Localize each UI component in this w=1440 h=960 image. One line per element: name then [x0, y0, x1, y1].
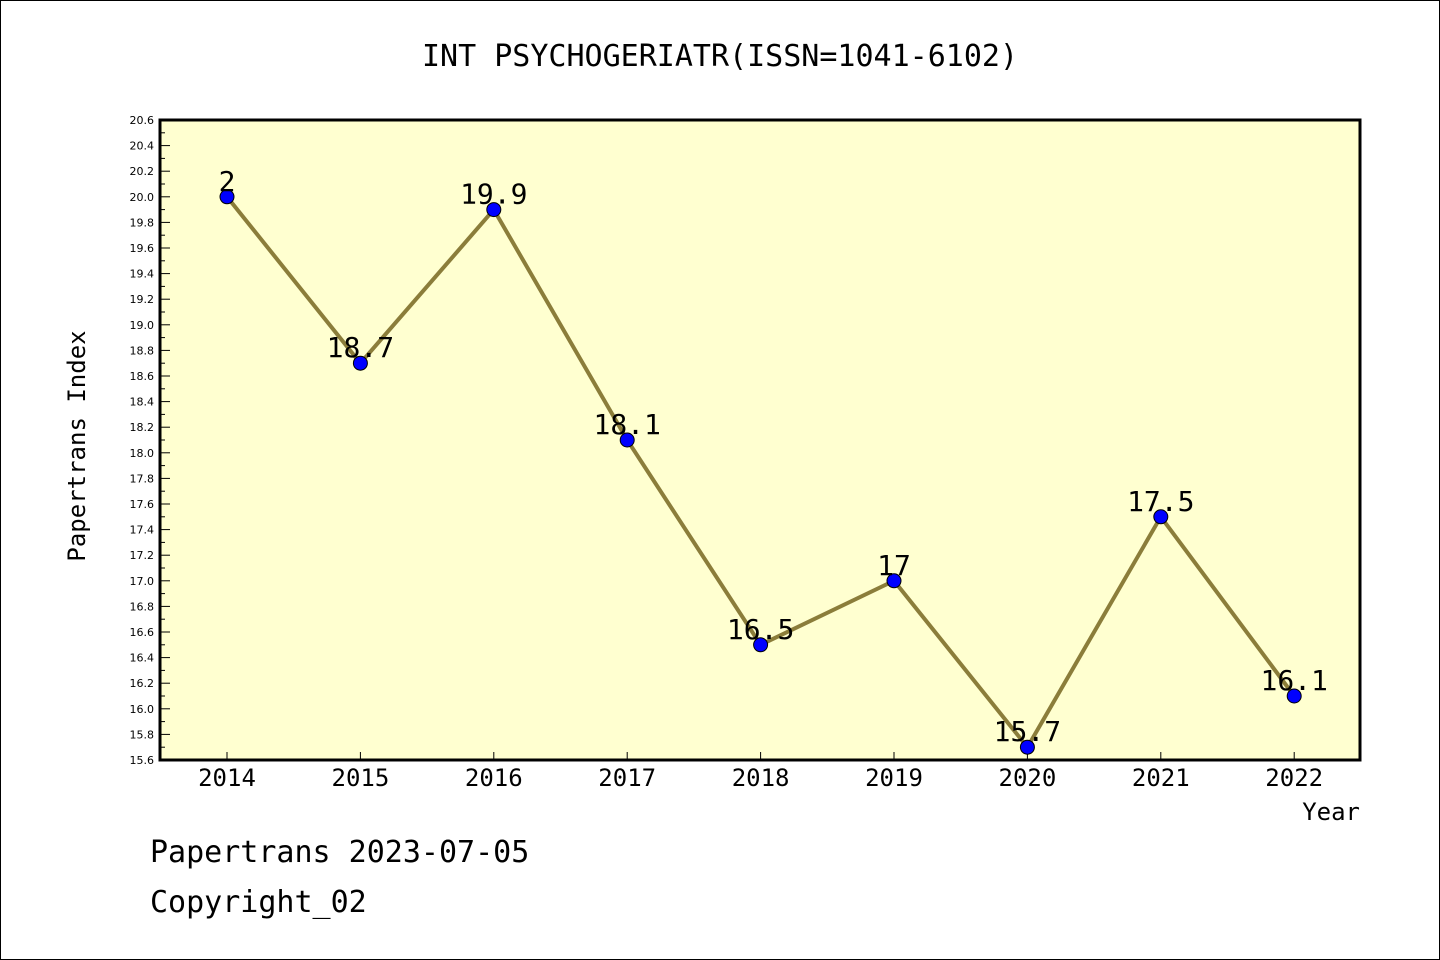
y-tick-label: 18.2	[130, 421, 155, 434]
y-tick-label: 16.4	[130, 652, 155, 665]
data-point-marker	[486, 202, 502, 218]
x-tick-label: 2020	[999, 764, 1057, 792]
x-axis: 2014 2015 2016 2017 2018 2019 2020 2021 2022	[198, 752, 1323, 792]
footer-date: Papertrans 2023-07-05	[150, 835, 530, 870]
x-tick-label: 2016	[465, 764, 523, 792]
plot-area	[158, 118, 1362, 762]
y-axis-label: Papertrans Index	[63, 330, 91, 561]
y-tick-label: 20.2	[130, 165, 155, 178]
y-axis: 15.6 15.8 16.0 16.2 16.4 16.6 16.8 17.0 17.2 17.4…	[130, 114, 170, 767]
y-tick-label: 15.6	[130, 754, 155, 767]
y-tick-label: 17.2	[130, 549, 155, 562]
footer-copyright: Copyright_02	[150, 885, 367, 920]
data-label: 17.5	[1127, 485, 1194, 518]
x-tick-label: 2015	[332, 764, 390, 792]
y-tick-label: 17.6	[130, 498, 155, 511]
data-point-marker	[352, 355, 368, 371]
y-tick-label: 20.0	[130, 191, 155, 204]
x-tick-label: 2019	[865, 764, 923, 792]
y-tick-label: 16.2	[130, 677, 155, 690]
x-tick-label: 2017	[598, 764, 656, 792]
y-tick-label: 17.8	[130, 472, 155, 485]
chart-title: INT PSYCHOGERIATR(ISSN=1041-6102)	[422, 39, 1018, 74]
data-point-marker	[219, 189, 235, 205]
data-label: 18.1	[593, 408, 660, 441]
y-tick-label: 19.0	[130, 319, 155, 332]
y-tick-label: 16.0	[130, 703, 155, 716]
data-label: 15.7	[994, 715, 1061, 748]
data-point-marker	[1019, 739, 1035, 755]
data-point-marker	[886, 573, 902, 589]
x-tick-label: 2014	[198, 764, 256, 792]
data-label: 17	[877, 549, 911, 582]
data-point-marker	[619, 432, 635, 448]
y-tick-label: 19.4	[130, 268, 155, 281]
y-tick-label: 18.6	[130, 370, 155, 383]
data-points: 2 18.7 19.9 18.1 16.5 17 15.7 17.5 16.1	[219, 165, 1328, 755]
y-tick-label: 20.6	[130, 114, 155, 127]
data-label: 16.1	[1260, 664, 1327, 697]
y-tick-label: 17.4	[130, 524, 155, 537]
data-point-marker	[753, 637, 769, 653]
x-tick-label: 2022	[1265, 764, 1323, 792]
data-label: 18.7	[327, 331, 394, 364]
x-axis-label: Year	[1302, 798, 1360, 826]
y-tick-label: 18.4	[130, 396, 155, 409]
y-tick-label: 18.0	[130, 447, 155, 460]
data-label: 16.5	[727, 613, 794, 646]
data-point-marker	[1153, 509, 1169, 525]
x-tick-label: 2018	[732, 764, 790, 792]
x-tick-label: 2021	[1132, 764, 1190, 792]
y-tick-label: 20.4	[130, 140, 155, 153]
y-tick-label: 18.8	[130, 344, 155, 357]
data-label: 19.9	[460, 178, 527, 211]
y-tick-label: 19.2	[130, 293, 155, 306]
data-label: 2	[219, 165, 236, 198]
y-tick-label: 19.6	[130, 242, 155, 255]
y-tick-label: 16.8	[130, 600, 155, 613]
y-tick-label: 19.8	[130, 216, 155, 229]
data-point-marker	[1286, 688, 1302, 704]
y-tick-label: 15.8	[130, 728, 155, 741]
y-tick-label: 17.0	[130, 575, 155, 588]
y-tick-label: 16.6	[130, 626, 155, 639]
